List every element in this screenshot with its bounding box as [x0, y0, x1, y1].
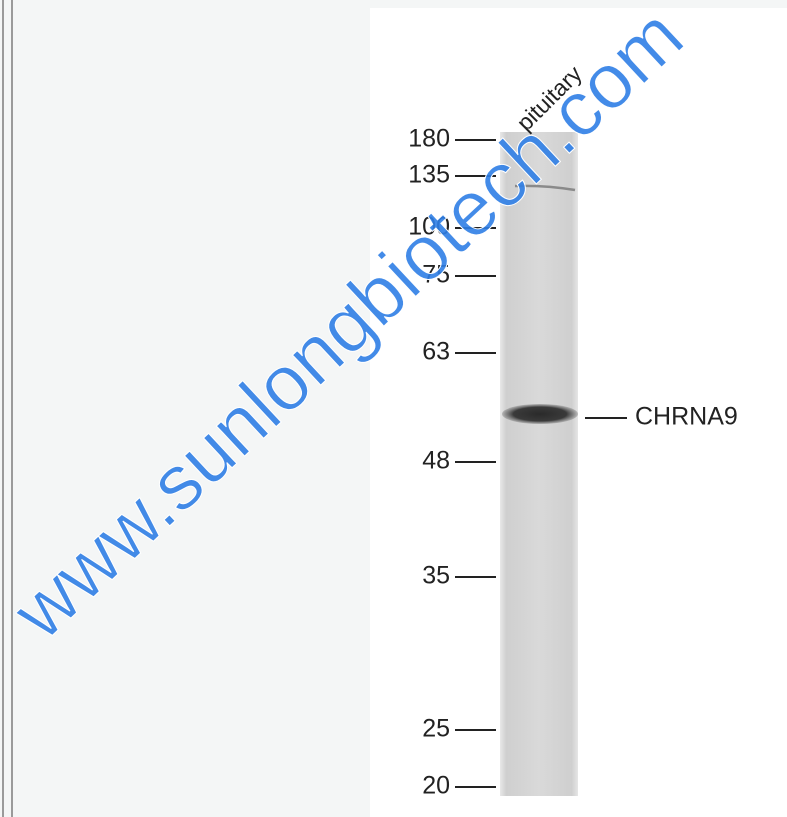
marker-label: 100: [408, 213, 450, 241]
lane: [500, 132, 578, 796]
marker-label: 75: [422, 261, 450, 289]
marker-label: 48: [422, 447, 450, 475]
marker-label: 135: [408, 161, 450, 189]
blot-panel: [370, 8, 787, 817]
marker-ladder: 180 135 100 75 63 48 35 25 20: [408, 125, 496, 800]
marker-label: 25: [422, 715, 450, 743]
protein-band: [502, 404, 578, 424]
marker-label: 180: [408, 125, 450, 153]
faint-band: [514, 184, 576, 192]
band-label: CHRNA9: [635, 403, 738, 431]
marker-label: 63: [422, 338, 450, 366]
marker-label: 35: [422, 562, 450, 590]
marker-label: 20: [422, 772, 450, 800]
